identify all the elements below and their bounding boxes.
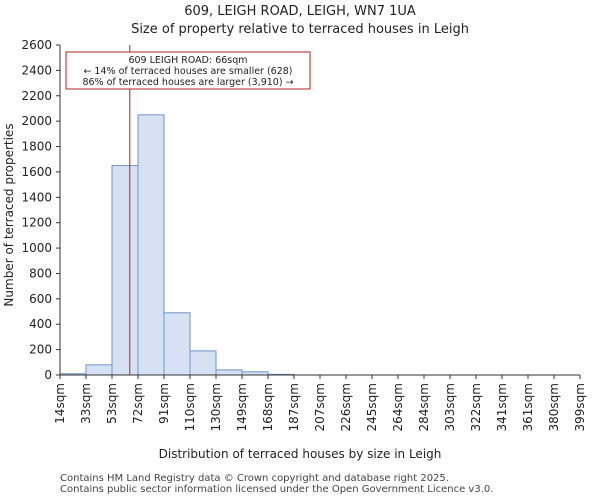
x-tick-label: 53sqm	[105, 383, 119, 424]
x-tick-label: 264sqm	[391, 383, 405, 431]
chart-subtitle: Size of property relative to terraced ho…	[131, 22, 469, 37]
y-axis-label: Number of terraced properties	[2, 123, 16, 306]
x-axis-label: Distribution of terraced houses by size …	[159, 447, 442, 461]
y-tick-label: 0	[44, 368, 52, 382]
x-tick-label: 33sqm	[79, 383, 93, 424]
y-tick-label: 2400	[21, 63, 52, 77]
histogram-bar	[85, 364, 113, 376]
histogram-bar	[189, 350, 217, 376]
y-tick-label: 1200	[21, 216, 52, 230]
x-tick-label: 149sqm	[235, 383, 249, 431]
footer-line-2: Contains public sector information licen…	[60, 484, 494, 495]
annotation-line: 86% of terraced houses are larger (3,910…	[82, 77, 293, 88]
x-tick-label: 303sqm	[443, 383, 457, 431]
x-tick-label: 341sqm	[495, 383, 509, 431]
chart-title: 609, LEIGH ROAD, LEIGH, WN7 1UA	[184, 4, 416, 19]
x-tick-label: 130sqm	[209, 383, 223, 431]
x-tick-label: 399sqm	[573, 383, 587, 431]
annotation-line: 609 LEIGH ROAD: 66sqm	[128, 55, 247, 66]
y-tick-label: 1000	[21, 241, 52, 255]
x-tick-label: 284sqm	[417, 383, 431, 431]
y-tick-label: 1800	[21, 140, 52, 154]
y-tick-label: 2600	[21, 38, 52, 52]
x-tick-label: 187sqm	[287, 383, 301, 431]
y-tick-label: 400	[29, 317, 52, 331]
histogram-bar	[163, 312, 191, 376]
x-tick-label: 168sqm	[261, 383, 275, 431]
x-tick-label: 380sqm	[547, 383, 561, 431]
x-tick-label: 322sqm	[469, 383, 483, 431]
x-tick-label: 226sqm	[339, 383, 353, 431]
x-tick-label: 245sqm	[365, 383, 379, 431]
y-tick-label: 1400	[21, 190, 52, 204]
y-tick-label: 2200	[21, 89, 52, 103]
footer-line-1: Contains HM Land Registry data © Crown c…	[60, 473, 449, 484]
x-tick-label: 72sqm	[131, 383, 145, 424]
x-tick-label: 14sqm	[53, 383, 67, 424]
y-tick-label: 800	[29, 266, 52, 280]
annotation-box	[65, 51, 311, 90]
histogram-bar	[111, 165, 139, 376]
y-tick-label: 600	[29, 292, 52, 306]
y-tick-label: 200	[29, 343, 52, 357]
histogram-bar	[215, 369, 243, 376]
x-tick-label: 110sqm	[183, 383, 197, 431]
y-tick-label: 2000	[21, 114, 52, 128]
histogram-bar	[137, 114, 165, 376]
x-tick-label: 91sqm	[157, 383, 171, 424]
x-tick-label: 207sqm	[313, 383, 327, 431]
y-tick-label: 1600	[21, 165, 52, 179]
annotation-line: ← 14% of terraced houses are smaller (62…	[83, 66, 292, 77]
x-tick-label: 361sqm	[521, 383, 535, 431]
